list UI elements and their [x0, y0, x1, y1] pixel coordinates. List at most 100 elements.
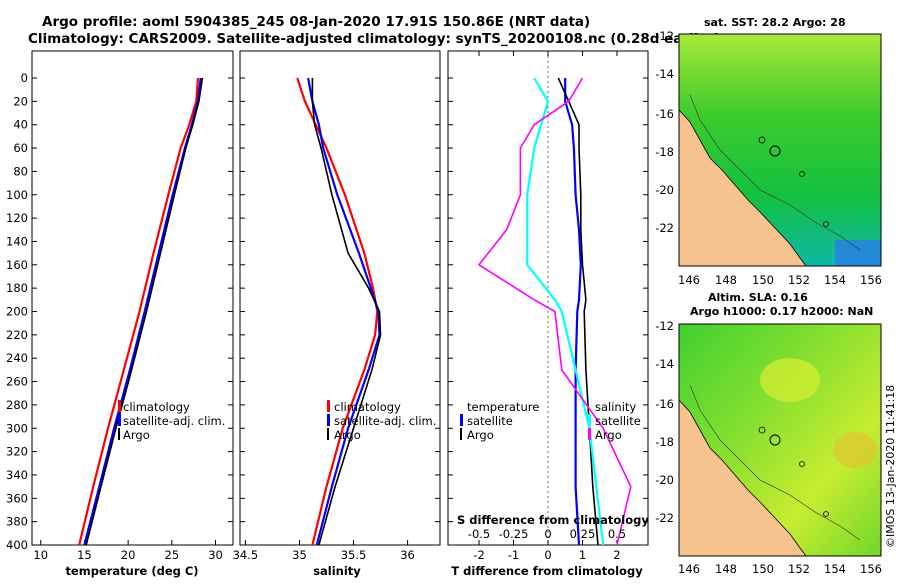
legend-swatch-t-argo: [460, 428, 462, 440]
australia-coast-land: [678, 398, 807, 557]
sst-map-xaxis: 146 148 150 152 154 156: [678, 273, 882, 287]
reef-outline: [758, 136, 766, 144]
series-1-satellite-adj-clim-: [307, 77, 381, 546]
lat-tick: -18: [655, 145, 674, 159]
legend-swatch-satellite: [118, 414, 121, 426]
legend-label: satellite-adj. clim.: [334, 414, 436, 428]
lon-tick: 148: [715, 562, 737, 576]
salinity-axis-label: salinity: [313, 564, 361, 578]
lon-tick: 152: [788, 562, 810, 576]
sla-map-frame: [678, 323, 882, 557]
legend-label: climatology: [123, 400, 190, 414]
australia-coast-land: [678, 108, 807, 267]
depth-tick-label: 180: [6, 281, 28, 295]
x-tick-label: -1: [508, 548, 519, 562]
reef-outline: [769, 145, 781, 157]
depth-tick-label: 300: [6, 421, 28, 435]
salinity-x-axis: 34.5 35 35.5 36: [233, 548, 415, 562]
depth-tick-label: 320: [6, 445, 28, 459]
x-tick-label: 0: [544, 548, 551, 562]
depth-tick-label: 220: [6, 328, 28, 342]
legend-title-temperature: temperature: [467, 400, 539, 414]
legend-label: Argo: [595, 428, 622, 442]
depth-tick-label: 140: [6, 234, 28, 248]
s-difference-axis: -0.5 -0.25 0 0.25 0.5: [468, 527, 626, 541]
isobath-line: [689, 384, 861, 541]
title-line1: Argo profile: aoml 5904385_245 08-Jan-20…: [42, 14, 590, 30]
lat-tick: -16: [655, 397, 674, 411]
lat-tick: -22: [655, 511, 674, 525]
depth-tick-label: 380: [6, 515, 28, 529]
legend-swatch-climatology: [118, 400, 121, 412]
tick-marks: [32, 51, 648, 546]
legend-label: Argo: [467, 428, 494, 442]
depth-tick-label: 60: [13, 141, 28, 155]
s-tick-label: -0.25: [499, 527, 529, 541]
sst-warm-patch: [835, 240, 881, 266]
s-tick-label: -0.5: [468, 527, 490, 541]
lon-tick: 156: [860, 273, 882, 287]
x-tick-label: 35: [292, 548, 307, 562]
lon-tick: 150: [752, 273, 774, 287]
lon-tick: 156: [860, 562, 882, 576]
x-tick-label: 36: [400, 548, 415, 562]
series-1-argo: [311, 78, 382, 546]
x-tick-label: -2: [473, 548, 484, 562]
x-tick-label: 34.5: [233, 548, 259, 562]
x-tick-label: 1: [579, 548, 586, 562]
series-0-climatology: [78, 77, 200, 546]
s-difference-label: S difference from climatology: [457, 513, 649, 527]
isobath-line: [689, 94, 861, 251]
depth-tick-label: 40: [13, 118, 28, 132]
sst-map-yaxis: -12 -14 -16 -18 -20 -22: [655, 29, 674, 235]
x-tick-label: 20: [121, 548, 136, 562]
legend-label: Argo: [123, 428, 150, 442]
series-0-argo: [85, 77, 204, 546]
temperature-panel: [31, 50, 234, 546]
x-tick-label: 10: [33, 548, 48, 562]
reef-outline: [823, 511, 829, 517]
t-difference-x-axis: -2 -1 0 1 2: [473, 548, 620, 562]
x-tick-label: 35.5: [341, 548, 367, 562]
lon-tick: 146: [678, 562, 700, 576]
sla-map-yaxis: -12 -14 -16 -18 -20 -22: [655, 319, 674, 525]
sla-map: [678, 323, 882, 557]
sst-map: [678, 33, 882, 267]
series-2-temperature-satellite: [564, 78, 582, 546]
depth-axis: 0 20 40 60 80 100 120 140 160 180 200 22…: [6, 71, 28, 552]
temperature-x-axis: 10 15 20 25 30: [33, 548, 222, 562]
depth-tick-label: 240: [6, 351, 28, 365]
legend-label: satellite: [595, 414, 641, 428]
lat-tick: -20: [655, 473, 674, 487]
lat-tick: -12: [655, 319, 674, 333]
lat-tick: -14: [655, 67, 674, 81]
depth-tick-label: 400: [6, 538, 28, 552]
depth-tick-label: 160: [6, 258, 28, 272]
sst-map-frame: [678, 33, 882, 267]
depth-tick-label: 340: [6, 468, 28, 482]
legend-swatch-argo: [327, 428, 329, 440]
imos-watermark: ©IMOS 13-Jan-2020 11:41:18: [884, 385, 897, 548]
lat-tick: -14: [655, 357, 674, 371]
sla-map-subtitle: Argo h1000: 0.17 h2000: NaN: [690, 305, 873, 318]
sst-map-title: sat. SST: 28.2 Argo: 28: [704, 16, 846, 29]
depth-tick-label: 20: [13, 94, 28, 108]
x-tick-label: 30: [208, 548, 223, 562]
depth-tick-label: 260: [6, 375, 28, 389]
depth-tick-label: 280: [6, 398, 28, 412]
lat-tick: -16: [655, 107, 674, 121]
depth-tick-label: 80: [13, 164, 28, 178]
reef-outline: [799, 461, 805, 467]
sla-map-title: Altim. SLA: 0.16: [708, 291, 808, 304]
difference-legend: temperature satellite Argo salinity sate…: [460, 400, 641, 442]
lon-tick: 152: [788, 273, 810, 287]
lon-tick: 154: [824, 273, 846, 287]
lon-tick: 148: [715, 273, 737, 287]
legend-swatch-satellite: [327, 414, 330, 426]
s-tick-label: 0.25: [570, 527, 596, 541]
sla-map-xaxis: 146 148 150 152 154 156: [678, 562, 882, 576]
lat-tick: -22: [655, 221, 674, 235]
reef-outline: [799, 171, 805, 177]
legend-swatch-climatology: [327, 400, 330, 412]
